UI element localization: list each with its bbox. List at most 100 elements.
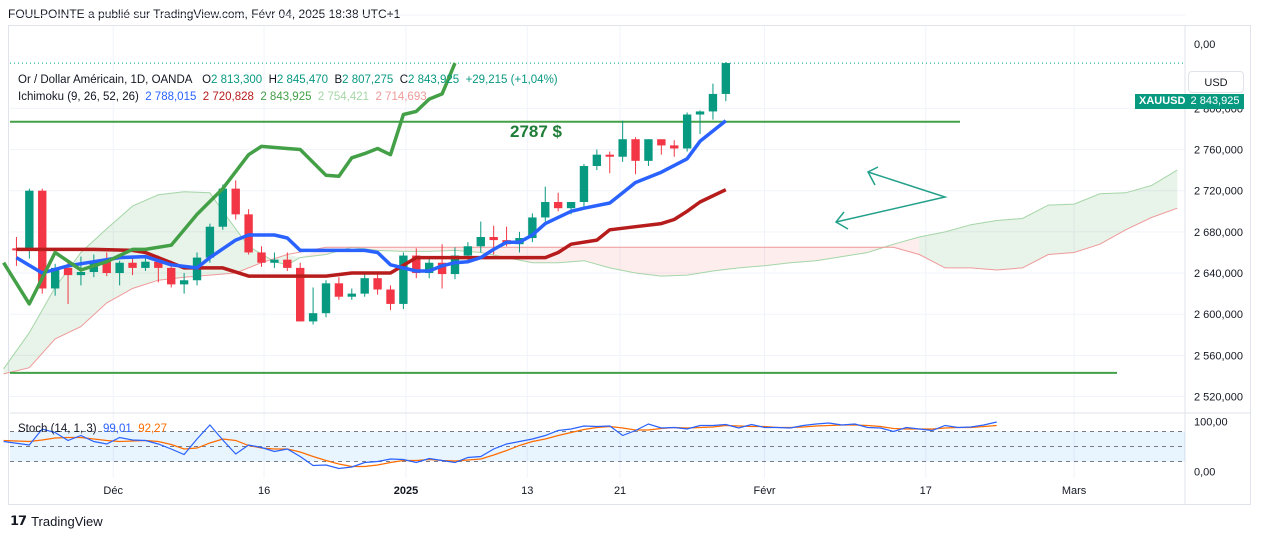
candle-body (528, 217, 537, 239)
senkou-span-b-line (3, 207, 1178, 375)
time-tick-label: 17 (920, 485, 932, 497)
candle-body (592, 154, 602, 166)
candle-body (50, 267, 60, 289)
candle-body (76, 272, 86, 276)
candle-body (386, 289, 395, 304)
candle-body (283, 259, 292, 268)
candle-body (38, 190, 47, 289)
senkou-span-a-line (3, 169, 1178, 370)
time-tick-label: Févr (754, 485, 776, 497)
candle-body (670, 145, 679, 149)
stoch-tick-label: 0,00 (1194, 467, 1215, 479)
time-tick-label: 16 (258, 485, 270, 497)
span-b-value: 2 714,693 (375, 91, 427, 103)
time-tick-label: 21 (614, 485, 626, 497)
candle-body (296, 267, 305, 322)
candle-body (708, 93, 718, 112)
high-label: H (268, 74, 277, 86)
candle-body (205, 226, 215, 258)
chikou-value: 2 843,925 (260, 91, 312, 103)
candle-body (321, 283, 331, 314)
price-tick-label: 0,00 (1194, 39, 1215, 51)
close-value: 2 843,925 (408, 74, 460, 86)
candle-body (102, 260, 111, 274)
candle-body (347, 293, 356, 297)
change-value: +29,215 (+1,04%) (465, 74, 558, 86)
candle-body (437, 262, 447, 275)
open-value: 2 813,300 (211, 74, 263, 86)
candle-body (695, 111, 705, 115)
candle-body (270, 259, 279, 263)
symbol-tag: XAUUSD (1135, 94, 1190, 109)
candle-body (141, 261, 150, 268)
stoch-tick-label: 100,00 (1194, 417, 1228, 429)
tenkan-value: 2 788,015 (145, 91, 197, 103)
candle-body (399, 255, 408, 304)
time-tick-label: 13 (521, 485, 533, 497)
candle-body (644, 139, 653, 161)
candle-body (154, 261, 163, 268)
time-tick-label: Déc (103, 485, 123, 497)
open-label: O (202, 74, 212, 86)
candle-body (360, 278, 369, 294)
time-tick-label: 2025 (394, 485, 418, 497)
kijun-sen-line (16, 188, 727, 278)
candle-body (450, 255, 460, 275)
tradingview-logo-icon: 𝟭𝟳 (10, 513, 27, 528)
price-tick-label: 2 600,000 (1194, 309, 1243, 321)
candle-body (553, 202, 563, 209)
candle-body (476, 237, 485, 247)
candle-body (218, 188, 228, 227)
chart-legend: Or / Dollar Américain, 1D, OANDA O2 813,… (18, 72, 558, 106)
cloud-bear-area (300, 237, 920, 277)
candle-body (25, 190, 34, 251)
candle-body (128, 262, 137, 268)
cloud-bull-area (919, 170, 1178, 270)
publisher-header: FOULPOINTE a publié sur TradingView.com,… (8, 7, 401, 21)
candle-body (463, 246, 473, 256)
candle-body (605, 154, 614, 157)
stoch-d-value: 92,27 (138, 423, 167, 435)
candle-body (657, 139, 666, 146)
price-tick-label: 2 680,000 (1194, 227, 1243, 239)
candle-body (334, 283, 344, 297)
candle-body (424, 262, 434, 274)
time-tick-label: Mars (1062, 485, 1087, 497)
span-a-value: 2 754,421 (317, 91, 370, 103)
close-label: C (399, 74, 408, 86)
price-tick-label: 2 760,000 (1194, 145, 1243, 157)
candle-body (721, 63, 731, 94)
price-tick-label: 2 720,000 (1194, 186, 1243, 198)
footer[interactable]: 𝟭𝟳 TradingView (10, 513, 103, 529)
projection-arrow (835, 171, 948, 223)
footer-brand: TradingView (31, 513, 103, 529)
candle-body (179, 280, 189, 285)
last-price-tag: 2 843,925 (1186, 94, 1244, 109)
low-value: 2 807,275 (342, 74, 394, 86)
tenkan-sen-line (15, 119, 727, 275)
candle-body (373, 278, 382, 290)
stoch-d-line (3, 424, 997, 468)
stoch-k-value: 99,01 (103, 423, 132, 435)
candle-body (167, 267, 176, 285)
ichimoku-row: Ichimoku (9, 26, 52, 26) 2 788,015 2 720… (18, 89, 558, 106)
kijun-value: 2 720,828 (202, 91, 254, 103)
arrowhead-lower (834, 211, 849, 230)
stoch-legend: Stoch (14, 1, 3) 99,01 92,27 (18, 423, 167, 435)
candle-body (257, 252, 266, 263)
cloud-bull-area (3, 191, 301, 374)
price-tick-label: 2 640,000 (1194, 268, 1243, 280)
candle-body (682, 114, 692, 149)
ohlc-row: Or / Dollar Américain, 1D, OANDA O2 813,… (18, 72, 558, 89)
price-tick-label: 2 520,000 (1194, 392, 1243, 404)
chart-frame (8, 25, 1251, 505)
candle-body (618, 139, 627, 157)
price-tick-label: 2 560,000 (1194, 350, 1243, 362)
currency-button[interactable]: USD (1188, 71, 1244, 93)
arrowhead-upper (866, 166, 879, 186)
candle-body (308, 313, 318, 322)
low-label: B (334, 74, 343, 86)
candle-body (541, 202, 550, 218)
stoch-k-line (3, 421, 997, 470)
